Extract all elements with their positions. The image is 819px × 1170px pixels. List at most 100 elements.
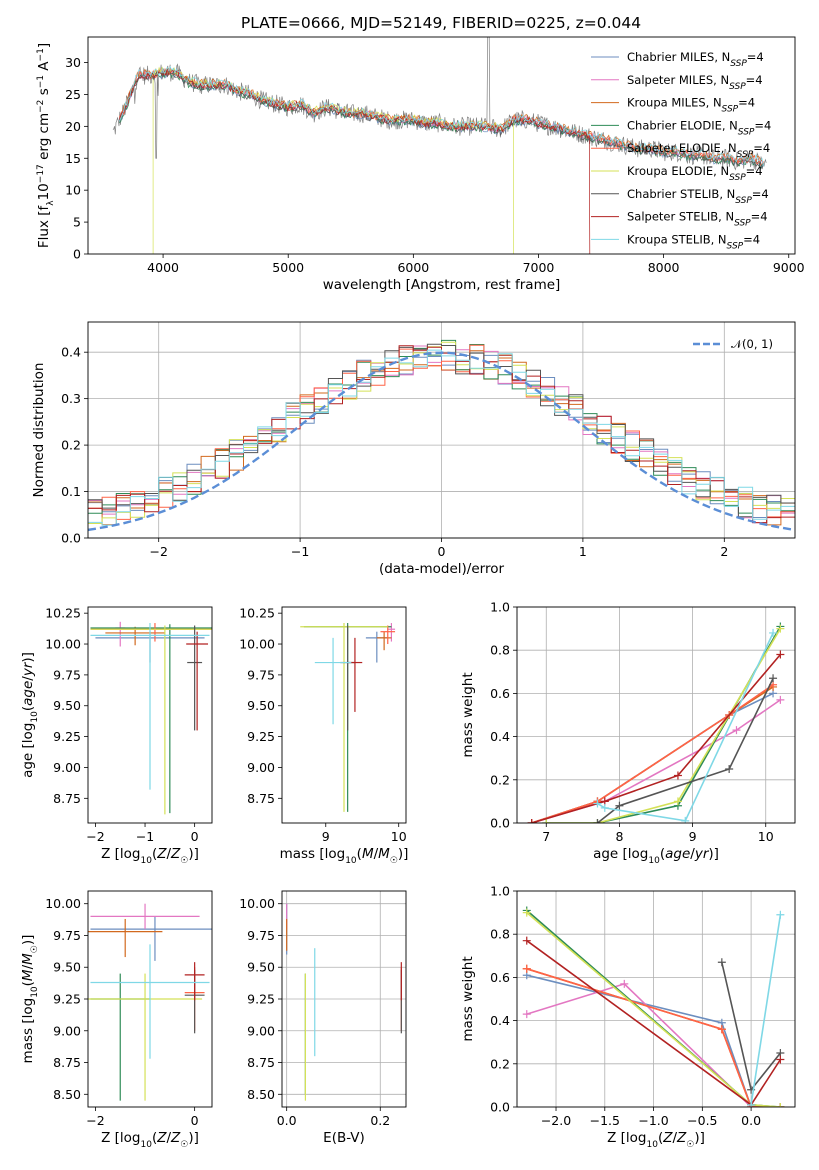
errorbar-point <box>376 631 392 651</box>
x-axis-label: wavelength [Angstrom, rest frame] <box>323 277 561 293</box>
legend-entry: Chabrier STELIB, NSSP=4 <box>627 187 769 206</box>
x-tick-label: 5000 <box>272 260 304 275</box>
axes-frame <box>516 890 796 1108</box>
y-axis-label: mass weight <box>460 956 476 1041</box>
x-tick-label: 7000 <box>523 260 555 275</box>
axes-spectrum: 4000 5000 6000 7000 8000 9000 0 5 10 15 20 25 30 Chab… <box>36 36 805 293</box>
x-tick-label: −2 <box>86 1113 104 1128</box>
x-tick-label: 6000 <box>397 260 429 275</box>
errorbar-point <box>340 625 355 731</box>
y-tick-label: 9.50 <box>53 698 81 713</box>
y-tick-label: 9.50 <box>247 960 275 975</box>
legend-entry: Salpeter ELODIE, NSSP=4 <box>627 141 770 160</box>
y-tick-label: 9.00 <box>247 1023 275 1038</box>
y-tick-label: 10.00 <box>45 637 81 652</box>
errorbar-point <box>88 918 163 958</box>
axes-frame <box>281 890 407 1108</box>
x-tick-label: −2 <box>86 829 104 844</box>
y-tick-label: 8.50 <box>247 1087 275 1102</box>
x-axis-label: mass [log10(M/M☉)] <box>280 846 409 866</box>
weight-lines <box>527 622 785 823</box>
y-tick-label: 20 <box>65 119 81 134</box>
weight-marker <box>681 816 690 823</box>
y-tick-label: 9.25 <box>53 729 81 744</box>
weight-line-5 <box>526 968 781 1107</box>
y-tick-label: 0.4 <box>490 1013 510 1028</box>
weight-marker <box>522 936 531 945</box>
y-tick-label: 9.25 <box>247 992 275 1007</box>
errorbar-point <box>90 625 212 815</box>
weight-marker <box>725 765 734 773</box>
errorbars <box>90 621 212 815</box>
y-tick-label: 9.25 <box>53 992 81 1007</box>
x-tick-label: 8000 <box>648 260 680 275</box>
weight-line-5 <box>531 684 774 823</box>
errorbar-point <box>90 916 212 961</box>
model-spectrum-6 <box>152 66 514 254</box>
x-tick-label: 0.0 <box>741 1113 761 1128</box>
x-tick-label: −1.0 <box>638 1113 668 1128</box>
weight-marker <box>776 624 785 633</box>
x-tick-label: −1.5 <box>590 1113 620 1128</box>
errorbar-point <box>314 637 352 725</box>
x-tick-label: 10 <box>391 829 407 844</box>
y-tick-label: 25 <box>65 87 81 102</box>
model-spectrum-8 <box>118 68 591 254</box>
weight-marker <box>769 674 778 683</box>
y-tick-label: 0.4 <box>490 729 510 744</box>
x-axis-label: (data-model)/error <box>379 561 505 577</box>
y-tick-label: 5 <box>73 215 81 230</box>
errorbar-point <box>90 903 200 930</box>
y-tick-label: 9.75 <box>247 667 275 682</box>
weight-marker <box>673 771 682 780</box>
histogram-3 <box>88 350 795 526</box>
legend-entry: Kroupa ELODIE, NSSP=4 <box>627 164 763 183</box>
y-tick-label: 0.3 <box>61 391 81 406</box>
y-tick-label: 10.00 <box>45 896 81 911</box>
x-tick-label: 4000 <box>147 260 179 275</box>
y-tick-label: 8.75 <box>247 791 275 806</box>
axes-mass-vs-EBV: 0.0 0.2 8.50 8.75 9.00 9.25 9.50 9.75 10.00 E(B-V… <box>239 890 407 1146</box>
weight-marker <box>522 1010 531 1019</box>
y-tick-label: 0.8 <box>490 927 510 942</box>
x-tick-label: 0.2 <box>370 1113 390 1128</box>
legend-entry: Salpeter STELIB, NSSP=4 <box>627 210 768 229</box>
spectrum-lines <box>112 37 767 254</box>
legend-entry: Salpeter MILES, NSSP=4 <box>627 73 763 92</box>
y-tick-label: 9.50 <box>53 960 81 975</box>
model-spectrum-9 <box>118 65 764 167</box>
x-tick-label: −1 <box>136 829 154 844</box>
errorbar-point <box>380 625 396 645</box>
y-axis-label: mass weight <box>460 672 476 757</box>
errorbar-point <box>387 623 396 642</box>
y-tick-label: 0.6 <box>490 686 510 701</box>
figure-title: PLATE=0666, MJD=52149, FIBERID=0225, z=0… <box>241 14 641 32</box>
axes-frame <box>87 606 213 824</box>
weight-marker <box>769 628 778 637</box>
errorbar-point <box>90 624 212 814</box>
y-axis-label: age [log10(age/yr)] <box>20 652 40 778</box>
x-tick-label: 8 <box>615 829 623 844</box>
y-tick-label: 10.00 <box>239 637 275 652</box>
weight-marker <box>776 1103 785 1107</box>
x-tick-label: 0 <box>191 1113 199 1128</box>
y-tick-label: 10.25 <box>239 606 275 621</box>
y-tick-label: 8.50 <box>53 1087 81 1102</box>
legend-entry: Chabrier ELODIE, NSSP=4 <box>627 118 771 137</box>
x-tick-label: 0 <box>191 829 199 844</box>
axes-weight-vs-Z: −2.0 −1.5 −1.0 −0.5 0.0 0.0 0.2 0.4 0.6 0.8 1.0 Z [… <box>460 884 796 1150</box>
x-axis-label: Z [log10(Z/Z☉)] <box>607 1130 705 1150</box>
weight-marker <box>717 958 726 967</box>
weight-line-9 <box>750 914 782 1105</box>
y-tick-label: 30 <box>65 55 81 70</box>
y-tick-label: 8.75 <box>247 1055 275 1070</box>
axes-frame <box>87 36 796 255</box>
y-tick-label: 1.0 <box>490 600 510 615</box>
axes-age-vs-Z: −2 −1 0 8.75 9.00 9.25 9.50 9.75 10.00 10.25 Z [lo… <box>20 606 213 866</box>
axes-mass-vs-Z: −2 0 8.50 8.75 9.00 9.25 9.50 9.75 10.00 Z [log10… <box>20 890 213 1150</box>
x-tick-label: 9000 <box>773 260 805 275</box>
y-tick-label: 1.0 <box>490 884 510 899</box>
errorbar-point <box>88 973 203 1101</box>
spectrum-legend: Chabrier MILES, NSSP=4 Salpeter MILES, NS… <box>591 50 771 251</box>
